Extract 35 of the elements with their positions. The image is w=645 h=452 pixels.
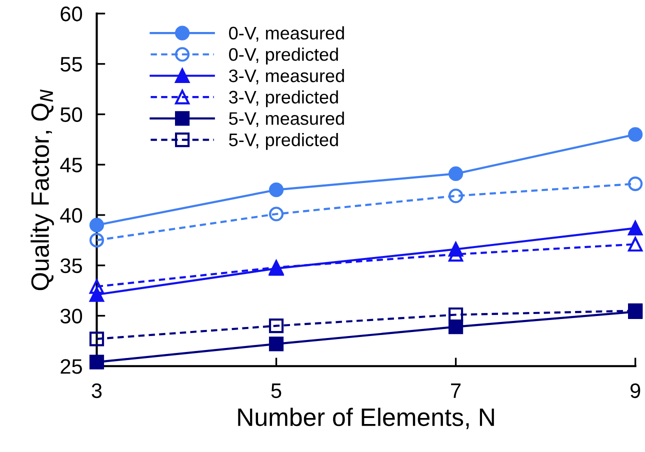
x-axis-title: Number of Elements, N [238,408,494,430]
point [628,236,643,252]
legend-label: 0-V, measured [229,26,344,42]
legend-label: 0-V, predicted [229,48,338,64]
point [268,182,284,198]
point [89,218,104,232]
x-tick-label: 9 [630,383,640,398]
y-tick-label: 50 [60,107,82,122]
legend-label: 3-V, predicted [229,90,338,108]
y-tick-label: 35 [60,258,82,274]
point [89,332,104,346]
point [448,307,464,322]
point [89,279,104,294]
y-tick-label: 45 [60,158,82,172]
y-tick-label: 60 [60,6,82,22]
y-tick-label: 40 [60,208,82,223]
point [628,127,643,142]
y-axis-title: Quality Factor, Q$_{N}$ [30,90,54,290]
point [448,166,464,182]
point [268,336,284,352]
y-tick-label: 55 [60,57,82,72]
x-tick-label: 3 [92,383,102,398]
point [268,318,284,334]
point [448,188,464,204]
point [89,232,104,248]
y-tick-label: 30 [60,308,82,324]
x-tick-label: 5 [271,384,282,398]
point [628,220,643,236]
point [268,206,284,222]
y-tick-label: 25 [60,359,82,374]
legend-label: 3-V, measured [229,68,344,84]
legend-label: 5-V, measured [229,112,344,128]
x-tick-label: 7 [451,384,461,398]
point [628,176,643,192]
legend-label: 5-V, predicted [229,133,338,150]
